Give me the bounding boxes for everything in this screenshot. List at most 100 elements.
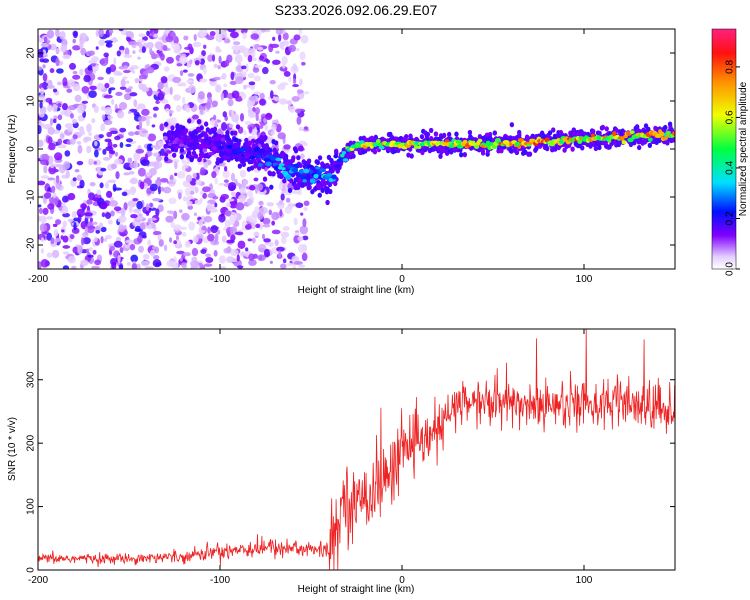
spectrogram-speckle <box>292 78 297 85</box>
spectrogram-ridge-cell <box>342 158 349 162</box>
spectrogram-speckle <box>135 148 145 154</box>
spectrogram-ridge-halo <box>420 149 425 156</box>
spectrogram-speckle <box>108 76 115 85</box>
spectrogram-speckle <box>157 81 164 90</box>
spectrogram-ridge-cell <box>313 173 319 179</box>
spectrogram-speckle <box>157 91 165 101</box>
spectrogram-speckle <box>272 59 281 65</box>
spectrogram-ridge-cell <box>517 145 522 149</box>
spectrogram-ridge-cell <box>270 156 277 161</box>
spectrogram-speckle <box>96 82 105 91</box>
spectrogram-speckle <box>168 153 173 161</box>
spectrogram-speckle <box>286 262 294 267</box>
spectrogram-speckle <box>259 55 265 61</box>
spectrogram-ridge-cell <box>257 163 263 167</box>
spectrogram-speckle <box>71 265 77 269</box>
spectrogram-speckle <box>271 229 281 235</box>
spectrogram-ridge-halo <box>508 148 514 154</box>
spectrogram-speckle <box>47 79 53 88</box>
spectrogram-speckle <box>62 161 71 170</box>
spectrogram-speckle <box>289 105 296 113</box>
spectrogram-ridge-cell <box>216 141 223 146</box>
spectrogram-speckle <box>61 205 69 214</box>
snr-frame <box>37 328 676 571</box>
spectrogram-speckle <box>111 261 117 269</box>
spectrogram-speckle <box>128 171 135 175</box>
spectrogram-speckle <box>151 90 159 95</box>
spectrogram-y-tick-label: 0 <box>26 146 37 152</box>
spectrogram-speckle <box>149 183 158 192</box>
spectrogram-speckle <box>198 29 208 37</box>
spectrogram-speckle <box>67 127 74 133</box>
spectrogram-speckle <box>129 186 136 196</box>
snr-x-axis: -200 -100 0 100 <box>28 329 593 586</box>
spectrogram-ridge-halo <box>290 157 295 163</box>
spectrogram-speckle <box>246 198 253 206</box>
spectrogram-ridge-halo <box>458 152 464 158</box>
spectrogram-speckle <box>43 165 48 174</box>
spectrogram-speckle <box>278 33 282 42</box>
spectrogram-speckle <box>139 222 146 230</box>
spectrogram-speckle <box>248 126 253 133</box>
spectrogram-speckle <box>99 201 108 210</box>
spectrogram-speckle <box>52 88 58 93</box>
spectrogram-speckle <box>103 119 113 126</box>
spectrogram-ridge-halo <box>287 187 293 194</box>
spectrogram-ridge-cell <box>162 135 168 141</box>
spectrogram-ridge-cell <box>293 163 300 168</box>
spectrogram-speckle <box>88 132 93 137</box>
spectrogram-speckle <box>42 64 46 69</box>
spectrogram-speckle <box>96 189 102 196</box>
spectrogram-ridge-halo <box>433 131 439 137</box>
spectrogram-speckle <box>182 180 192 188</box>
spectrogram-speckle <box>138 82 144 90</box>
spectrogram-ridge-cell <box>340 153 345 158</box>
spectrogram-speckle <box>175 104 182 112</box>
spectrogram-speckle <box>104 212 112 220</box>
spectrogram-speckle <box>106 115 114 120</box>
spectrogram-speckle <box>115 91 123 97</box>
spectrogram-speckle <box>144 266 154 269</box>
spectrogram-speckle <box>245 224 252 230</box>
spectrogram-speckle <box>47 177 55 181</box>
spectrogram-speckle <box>109 196 114 201</box>
colorbar: 0.0 0.2 0.4 0.6 0.8 Normalized spectral ampl… <box>711 28 749 276</box>
spectrogram-speckle <box>301 61 306 66</box>
spectrogram-speckle <box>120 207 126 217</box>
spectrogram-speckle <box>164 84 169 88</box>
snr-panel: -200 -100 0 100 0 100 200 300 Height of straig… <box>7 328 676 595</box>
spectrogram-ridge-halo <box>179 147 185 153</box>
spectrogram-ridge-halo <box>593 145 599 152</box>
spectrogram-speckle <box>259 98 266 106</box>
spectrogram-speckle <box>221 72 227 80</box>
spectrogram-speckle <box>173 240 177 245</box>
spectrogram-speckle <box>111 99 115 105</box>
spectrogram-speckle <box>88 59 97 64</box>
spectrogram-speckle <box>95 229 101 234</box>
spectrogram-speckle <box>84 226 88 235</box>
spectrogram-speckle <box>202 192 207 199</box>
spectrogram-speckle <box>42 207 49 215</box>
spectrogram-ridge-halo <box>467 129 473 136</box>
spectrogram-speckle <box>129 92 138 97</box>
spectrogram-speckle <box>127 110 132 114</box>
spectrogram-speckle <box>184 164 189 169</box>
spectrogram-speckle <box>213 239 218 244</box>
spectrogram-speckle <box>281 56 288 65</box>
spectrogram-speckle <box>160 76 168 84</box>
spectrogram-speckle <box>148 161 156 167</box>
spectrogram-speckle <box>214 177 218 185</box>
spectrogram-ridge-halo <box>235 124 241 130</box>
spectrogram-speckle <box>100 236 104 244</box>
spectrogram-speckle <box>109 245 116 252</box>
spectrogram-ridge-halo <box>187 118 192 124</box>
spectrogram-speckle <box>225 202 232 208</box>
colorbar-tick-label: 0.6 <box>725 110 736 124</box>
spectrogram-speckle <box>130 254 139 263</box>
spectrogram-speckle <box>302 235 309 241</box>
spectrogram-ridge-cell <box>170 143 177 149</box>
spectrogram-speckle <box>62 235 69 243</box>
spectrogram-speckle <box>173 224 182 231</box>
spectrogram-ridge-cell <box>291 167 299 173</box>
